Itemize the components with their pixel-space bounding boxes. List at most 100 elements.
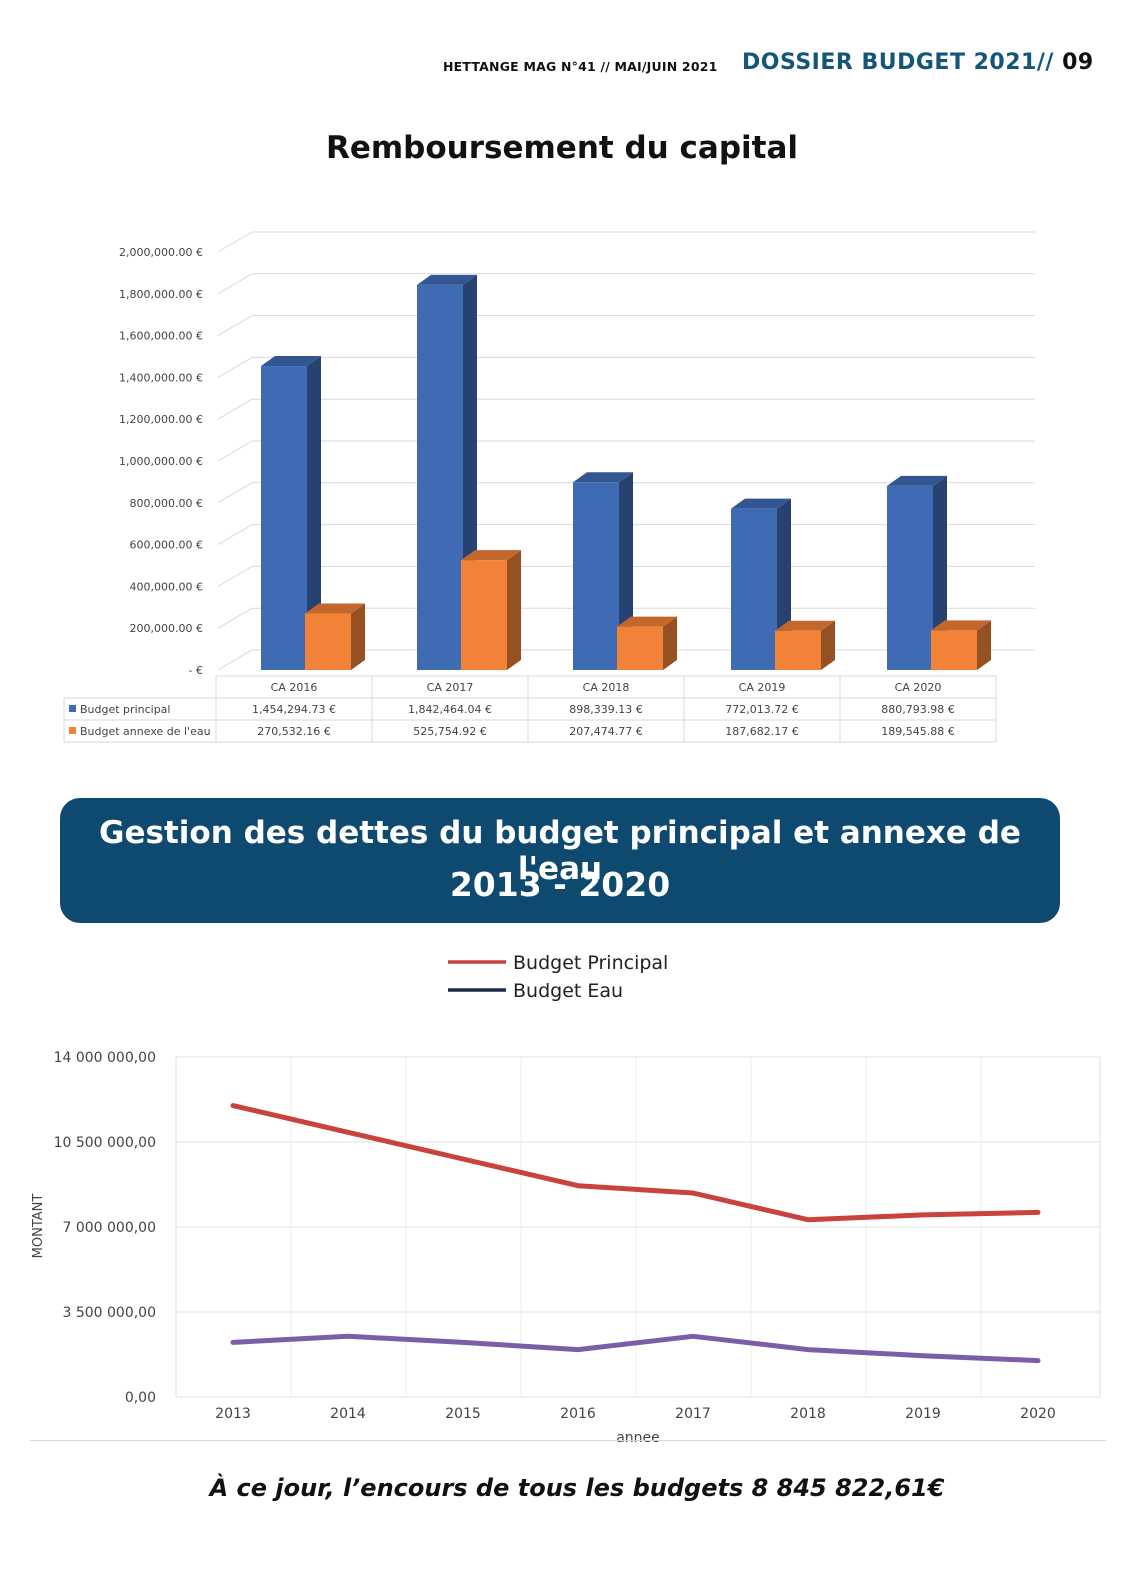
line-chart-axes: 0,00 3 500 000,00 7 000 000,00 10 500 000,0… xyxy=(31,1050,1056,1445)
x-tick-label: 2016 xyxy=(560,1406,596,1422)
gridline-side xyxy=(217,231,253,253)
data-label: 525,754.92 € xyxy=(413,725,486,738)
bar-top xyxy=(573,472,633,483)
bar-chart-y-axis: - € 200,000.00 € 400,000.00 € 600,000.00 € 8… xyxy=(119,246,203,677)
bar-side xyxy=(663,616,677,670)
bar-top xyxy=(931,620,991,631)
bar xyxy=(573,482,619,670)
bar-chart: - € 200,000.00 € 400,000.00 € 600,000.00 € 8… xyxy=(63,231,1035,743)
bar-chart-data-table: CA 2016 1,454,294.73 € 270,532.16 € CA 2017… xyxy=(63,675,997,743)
gridline-side xyxy=(217,649,253,671)
gridline-side xyxy=(217,440,253,462)
data-label: 880,793.98 € xyxy=(881,703,954,716)
bar-side xyxy=(977,620,991,670)
y-tick-label: 3 500 000,00 xyxy=(62,1305,156,1321)
y-tick-label: 1,800,000.00 € xyxy=(119,288,203,301)
y-tick-label: 0,00 xyxy=(125,1390,156,1406)
bar-top xyxy=(461,550,521,561)
bar-top xyxy=(775,620,835,631)
data-label: 189,545.88 € xyxy=(881,725,954,738)
gridline-side xyxy=(217,565,253,587)
line-chart-lines xyxy=(230,1103,1041,1364)
gridline-side xyxy=(217,273,253,295)
bar-chart-bars xyxy=(261,274,991,670)
category-label: CA 2016 xyxy=(271,681,318,694)
bar-side xyxy=(821,620,835,670)
line-chart-grid xyxy=(175,1056,1101,1398)
legend-label: Budget principal xyxy=(80,703,170,716)
x-tick-label: 2014 xyxy=(330,1406,366,1422)
y-tick-label: 1,600,000.00 € xyxy=(119,330,203,343)
magazine-issue: HETTANGE MAG N°41 // MAI/JUIN 2021 xyxy=(443,59,718,74)
legend-swatch xyxy=(69,705,76,712)
data-label: 898,339.13 € xyxy=(569,703,642,716)
debt-section-banner: Gestion des dettes du budget principal e… xyxy=(60,798,1060,923)
legend-label: Budget Eau xyxy=(513,980,623,1002)
bar-side xyxy=(307,356,321,670)
data-label: 772,013.72 € xyxy=(725,703,798,716)
x-tick-label: 2017 xyxy=(675,1406,711,1422)
footer-divider xyxy=(30,1440,1106,1441)
bar-top xyxy=(617,616,677,627)
y-tick-label: 800,000.00 € xyxy=(130,497,203,510)
bar-chart-title: Remboursement du capital xyxy=(325,130,799,166)
page-number: 09 xyxy=(1062,50,1094,75)
y-tick-label: 7 000 000,00 xyxy=(62,1220,156,1236)
bar xyxy=(417,284,463,670)
total-debt-note: À ce jour, l’encours de tous les budgets… xyxy=(209,1474,945,1502)
y-tick-label: 2,000,000.00 € xyxy=(119,246,203,259)
plot-frame xyxy=(175,1056,1101,1398)
x-tick-label: 2019 xyxy=(905,1406,941,1422)
data-label: 1,454,294.73 € xyxy=(252,703,336,716)
y-tick-label: 14 000 000,00 xyxy=(54,1050,156,1066)
data-label: 1,842,464.04 € xyxy=(408,703,492,716)
legend-label: Budget annexe de l'eau xyxy=(80,725,211,738)
section-title: DOSSIER BUDGET 2021// xyxy=(742,50,1054,75)
bar-top xyxy=(261,356,321,367)
bar xyxy=(931,630,977,670)
banner-years: 2013 - 2020 xyxy=(449,865,671,904)
line-chart-legend: Budget Principal Budget Eau xyxy=(448,952,668,1002)
y-tick-label: 10 500 000,00 xyxy=(54,1135,156,1151)
y-tick-label: 1,000,000.00 € xyxy=(119,455,203,468)
data-label: 207,474.77 € xyxy=(569,725,642,738)
bar-side xyxy=(507,550,521,670)
x-tick-label: 2020 xyxy=(1020,1406,1056,1422)
bar xyxy=(731,508,777,670)
y-tick-label: 200,000.00 € xyxy=(130,622,203,635)
bar xyxy=(305,613,351,670)
data-label: 187,682.17 € xyxy=(725,725,798,738)
gridline-side xyxy=(217,607,253,629)
bar xyxy=(461,560,507,670)
y-tick-label: 600,000.00 € xyxy=(130,539,203,552)
y-tick-label: 1,200,000.00 € xyxy=(119,413,203,426)
series-line xyxy=(230,1333,1041,1364)
y-tick-label: - € xyxy=(189,664,203,677)
legend-swatch xyxy=(69,727,76,734)
bar-top xyxy=(417,274,477,285)
bar-top xyxy=(887,475,947,486)
bar xyxy=(775,630,821,670)
bar xyxy=(617,626,663,670)
y-tick-label: 1,400,000.00 € xyxy=(119,371,203,384)
x-tick-label: 2018 xyxy=(790,1406,826,1422)
category-label: CA 2018 xyxy=(583,681,630,694)
x-tick-label: 2013 xyxy=(215,1406,251,1422)
data-label: 270,532.16 € xyxy=(257,725,330,738)
gridline-side xyxy=(217,398,253,420)
x-tick-label: 2015 xyxy=(445,1406,481,1422)
bar-side xyxy=(351,603,365,670)
banner-title: Gestion des dettes du budget principal e… xyxy=(99,815,1021,887)
bar-top xyxy=(731,498,791,509)
y-axis-label: MONTANT xyxy=(31,1194,46,1259)
x-axis-label: annee xyxy=(616,1430,660,1445)
category-label: CA 2019 xyxy=(739,681,786,694)
gridline-side xyxy=(217,482,253,504)
gridline-side xyxy=(217,356,253,378)
category-label: CA 2020 xyxy=(895,681,942,694)
category-label: CA 2017 xyxy=(427,681,474,694)
gridline-side xyxy=(217,524,253,546)
bar-top xyxy=(305,603,365,614)
bar xyxy=(261,366,307,670)
bar xyxy=(887,485,933,670)
